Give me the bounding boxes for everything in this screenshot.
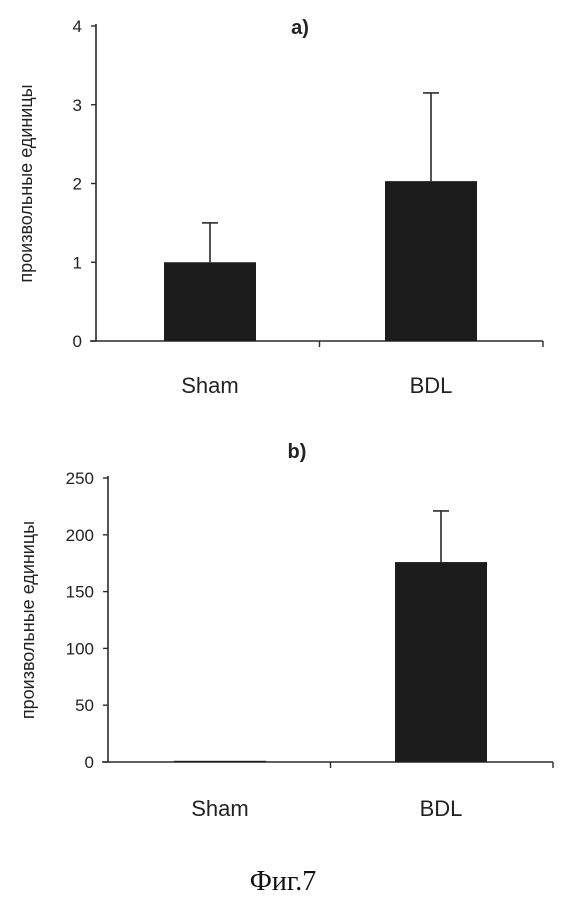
chart-a: a) произвольные единицы 0 1 2 3 4 Sham BDL [16,17,544,398]
x-tick-label-bdl: BDL [410,373,453,398]
figure-caption: Фиг.7 [249,866,317,897]
y-tick-label: 50 [75,696,94,715]
bar-sham [164,262,256,341]
x-tick-label-sham: Sham [191,796,248,821]
x-tick-label-sham: Sham [181,373,238,398]
y-axis-label: произвольные единицы [18,521,38,719]
bar-bdl [385,181,477,341]
y-tick-label: 3 [73,96,82,115]
y-tick-label: 250 [66,469,94,488]
y-tick-label: 100 [66,639,94,658]
y-tick-label: 200 [66,526,94,545]
y-tick-label: 1 [73,253,82,272]
y-tick-label: 150 [66,583,94,602]
y-tick-label: 0 [85,753,94,772]
x-tick-label-bdl: BDL [420,796,463,821]
y-tick-label: 0 [73,332,82,351]
panel-title: b) [288,441,307,463]
bar-bdl [395,562,487,762]
y-tick-label: 2 [73,175,82,194]
chart-b: b) произвольные единицы 0 50 100 150 200 250 Sha… [18,441,554,821]
y-axis-label: произвольные единицы [16,84,36,282]
bar-sham [174,760,266,762]
y-tick-label: 4 [73,17,82,36]
panel-title: a) [291,17,309,39]
